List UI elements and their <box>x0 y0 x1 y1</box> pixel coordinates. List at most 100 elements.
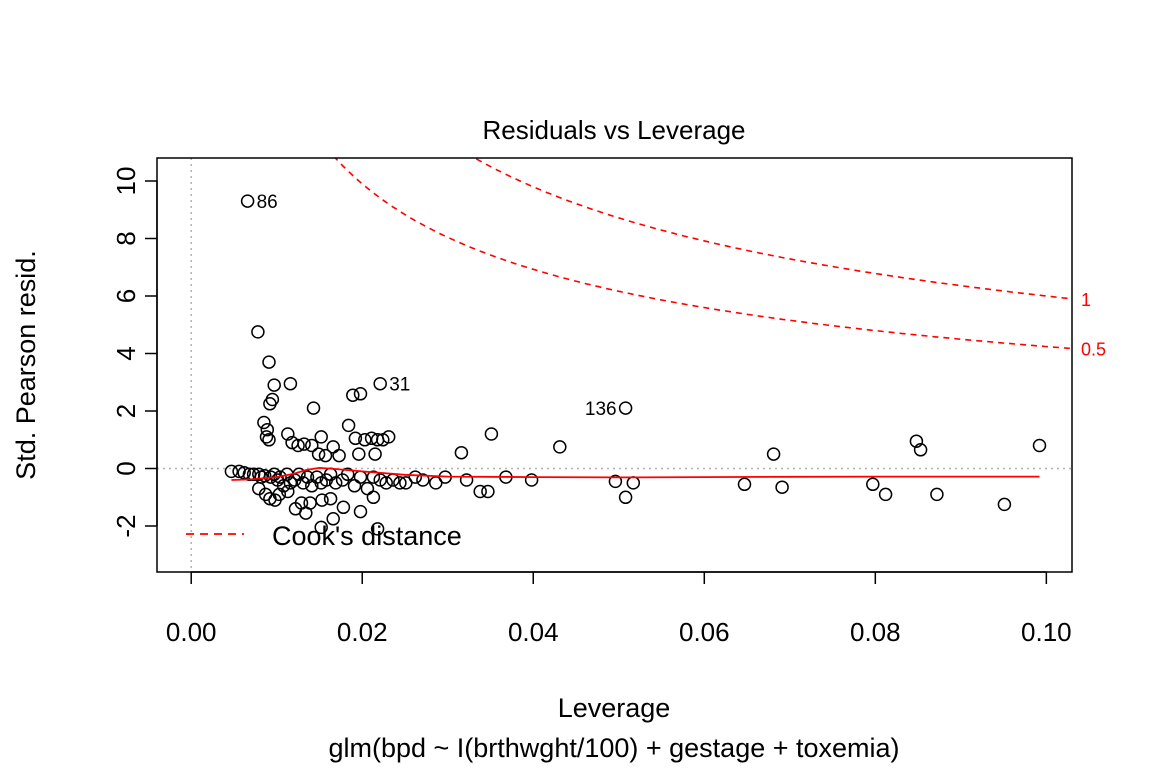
data-point <box>323 491 338 506</box>
chart-title: Residuals vs Leverage <box>482 115 745 145</box>
data-point <box>878 487 893 502</box>
data-point <box>373 473 387 487</box>
data-point <box>366 470 381 484</box>
data-point <box>481 484 495 499</box>
data-point <box>737 477 752 492</box>
data-point <box>408 470 423 484</box>
data-point <box>373 376 387 391</box>
data-point <box>366 490 381 505</box>
y-axis: -2 0 2 4 6 8 10 <box>111 167 158 538</box>
data-point <box>291 438 305 453</box>
plot-frame <box>156 157 1073 573</box>
data-point <box>553 440 567 454</box>
point-label: 86 <box>257 192 278 213</box>
data-point <box>909 434 924 448</box>
plot-area <box>157 158 1072 572</box>
x-tick-label: 0.00 <box>166 617 217 647</box>
data-point <box>618 401 633 415</box>
cook-contour-0.5 <box>334 158 1072 350</box>
legend-label: Cook's distance <box>272 521 462 551</box>
cook-contour-label: 1 <box>1081 290 1091 310</box>
data-point <box>341 418 356 433</box>
data-point <box>353 387 368 401</box>
data-point <box>353 470 368 484</box>
x-tick-label: 0.08 <box>850 617 901 647</box>
chart-subtitle: glm(bpd ~ I(brthwght/100) + gestage + to… <box>328 733 899 763</box>
data-point <box>368 447 382 461</box>
y-tick-label: 4 <box>111 346 141 360</box>
data-point <box>267 378 281 392</box>
data-point <box>336 500 351 515</box>
data-point <box>332 448 346 463</box>
data-point <box>866 477 880 492</box>
data-point <box>314 430 328 444</box>
data-point <box>416 473 430 487</box>
x-tick-label: 0.06 <box>679 617 730 647</box>
data-point <box>240 194 255 208</box>
smooth-line <box>231 466 1040 481</box>
x-tick-label: 0.02 <box>337 617 388 647</box>
data-point <box>454 445 469 460</box>
point-label: 136 <box>585 399 617 420</box>
data-point <box>224 464 239 479</box>
data-point <box>281 484 295 499</box>
data-point <box>232 464 246 479</box>
data-point <box>340 467 355 482</box>
legend: Cook's distance <box>186 521 462 551</box>
data-point <box>775 480 789 494</box>
data-point <box>352 447 366 461</box>
data-point <box>913 443 928 457</box>
data-point <box>930 487 944 502</box>
point-label: 31 <box>389 375 410 396</box>
cook-contour-1 <box>473 158 1072 300</box>
data-point <box>348 431 363 446</box>
y-tick-label: 8 <box>111 231 141 245</box>
data-point <box>353 504 368 519</box>
y-tick-label: 6 <box>111 289 141 303</box>
data-point <box>318 448 333 463</box>
x-tick-label: 0.04 <box>508 617 559 647</box>
cook-contour-label: 0.5 <box>1081 340 1106 360</box>
data-point <box>379 476 393 490</box>
data-point <box>260 422 275 437</box>
data-point <box>386 473 400 487</box>
data-point <box>303 496 317 510</box>
data-point <box>358 433 372 447</box>
data-point <box>381 430 396 444</box>
data-point <box>399 476 413 490</box>
data-point <box>311 447 326 461</box>
data-point <box>283 376 298 391</box>
data-point <box>459 473 474 487</box>
data-point <box>306 401 321 415</box>
data-point <box>393 476 407 490</box>
data-point <box>766 447 781 461</box>
y-tick-label: 0 <box>111 461 141 475</box>
data-point <box>259 430 274 444</box>
x-tick-label: 0.10 <box>1021 617 1072 647</box>
data-point <box>326 512 340 526</box>
data-point <box>626 476 641 490</box>
data-point <box>473 484 487 499</box>
data-point <box>262 433 276 447</box>
data-point <box>1032 438 1047 453</box>
data-point <box>347 479 362 493</box>
data-point <box>608 474 623 489</box>
data-point <box>370 522 385 536</box>
data-point <box>263 397 277 411</box>
data-point <box>314 520 328 535</box>
data-point <box>305 438 319 453</box>
data-point <box>328 476 343 490</box>
y-tick-label: 10 <box>111 167 141 196</box>
data-point <box>272 487 287 502</box>
data-point <box>281 427 295 441</box>
y-tick-label: -2 <box>111 514 141 537</box>
x-axis-title: Leverage <box>558 693 671 723</box>
data-point <box>262 355 276 369</box>
data-point <box>360 481 375 496</box>
data-point <box>346 388 360 402</box>
y-tick-label: 2 <box>111 404 141 418</box>
data-point <box>257 468 272 483</box>
x-axis: 0.00 0.02 0.04 0.06 0.08 0.10 <box>166 571 1072 647</box>
data-point <box>300 470 315 484</box>
